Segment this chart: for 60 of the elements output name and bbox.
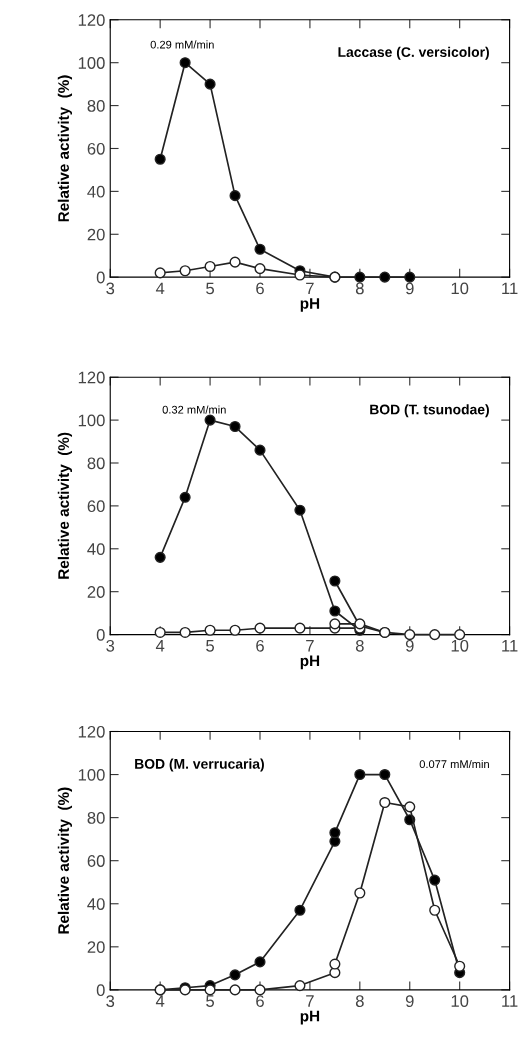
y-tick-label: 20 <box>87 941 105 954</box>
x-tick-label: 8 <box>355 282 364 295</box>
x-tick-label: 9 <box>405 639 414 652</box>
x-tick-label: 7 <box>306 640 314 652</box>
x-tick-label: 11 <box>502 995 518 1007</box>
y-tick-label: 40 <box>87 185 105 198</box>
x-tick-label: 6 <box>256 995 264 1007</box>
x-tick-label: 8 <box>355 639 364 652</box>
x-tick-label: 11 <box>502 282 518 295</box>
x-tick-label: 3 <box>106 639 115 652</box>
x-tick-label: 7 <box>306 995 314 1007</box>
y-axis-title: Relative activity (%) <box>57 787 73 934</box>
x-tick-label: 5 <box>206 282 215 295</box>
x-tick-label: 9 <box>405 282 414 295</box>
annotation: 0.32 mM/min <box>162 405 226 414</box>
x-axis-title: pH <box>300 1010 320 1025</box>
y-tick-label: 120 <box>78 371 105 384</box>
y-tick-label: 120 <box>78 725 105 738</box>
y-tick-label: 20 <box>87 228 105 241</box>
y-tick-label: 80 <box>87 457 105 470</box>
annotation: BOD (M. verrucaria) <box>135 758 264 772</box>
x-tick-label: 5 <box>206 640 215 652</box>
x-axis-title: pH <box>300 655 320 670</box>
y-tick-label: 20 <box>87 586 105 598</box>
y-tick-label: 80 <box>87 99 105 112</box>
x-tick-label: 6 <box>256 282 264 295</box>
y-tick-label: 100 <box>78 414 105 427</box>
y-tick-label: 0 <box>96 271 105 284</box>
y-axis-title: Relative activity (%) <box>57 432 73 579</box>
y-tick-label: 100 <box>78 768 105 781</box>
y-tick-label: 120 <box>78 14 105 26</box>
y-axis-title: Relative activity (%) <box>57 75 73 222</box>
y-tick-label: 60 <box>87 855 105 867</box>
x-axis-title: pH <box>300 298 320 312</box>
annotation: 0.077 mM/min <box>419 759 489 769</box>
x-tick-label: 5 <box>206 995 215 1007</box>
x-tick-label: 3 <box>106 995 115 1007</box>
y-tick-label: 0 <box>96 628 105 641</box>
annotation: Laccase (C. versicolor) <box>338 46 489 60</box>
x-tick-label: 4 <box>155 282 165 295</box>
y-tick-label: 60 <box>87 500 105 513</box>
annotation: 0.29 mM/min <box>150 40 214 49</box>
x-tick-label: 3 <box>106 282 115 295</box>
x-tick-label: 9 <box>405 995 414 1007</box>
x-tick-label: 10 <box>451 639 469 652</box>
x-tick-label: 7 <box>306 282 314 295</box>
x-tick-label: 4 <box>155 640 165 652</box>
y-tick-label: 40 <box>87 898 105 910</box>
annotation: BOD (T. tsunodae) <box>370 404 489 418</box>
x-tick-label: 11 <box>502 640 518 652</box>
x-tick-label: 4 <box>155 995 165 1007</box>
x-tick-label: 10 <box>451 282 469 295</box>
y-tick-label: 60 <box>87 142 105 155</box>
x-tick-label: 6 <box>256 639 264 652</box>
x-tick-label: 8 <box>355 995 364 1007</box>
y-tick-label: 40 <box>87 543 105 555</box>
y-tick-label: 0 <box>96 984 105 997</box>
y-tick-label: 80 <box>87 812 105 824</box>
y-tick-label: 100 <box>78 57 105 69</box>
x-tick-label: 10 <box>451 995 469 1007</box>
